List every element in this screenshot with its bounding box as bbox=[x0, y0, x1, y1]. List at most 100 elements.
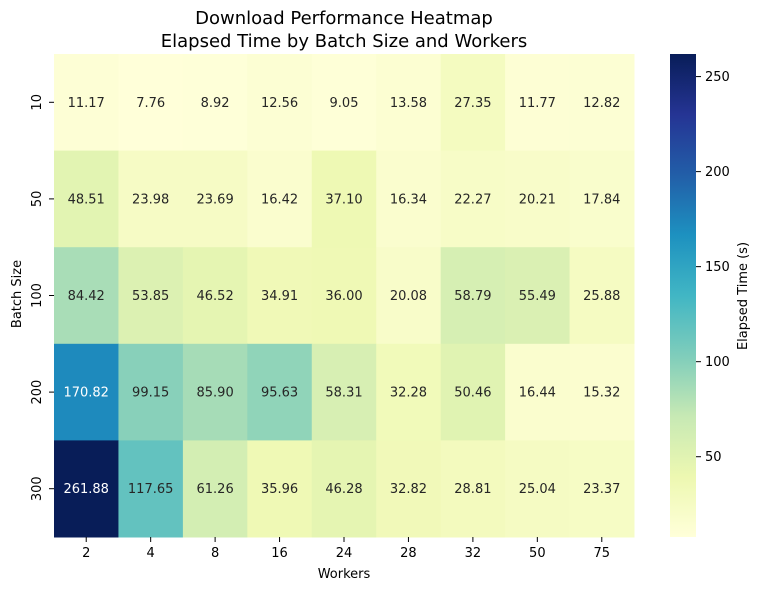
heatmap-cell bbox=[118, 343, 184, 441]
y-tick-label: 50 bbox=[30, 191, 45, 208]
heatmap-cell bbox=[376, 343, 442, 441]
cell-value-label: 53.85 bbox=[132, 289, 169, 304]
cell-value-label: 25.04 bbox=[519, 482, 556, 497]
heatmap-cell bbox=[247, 440, 313, 538]
colorbar-tick-label: 250 bbox=[705, 70, 730, 85]
heatmap-cell bbox=[569, 343, 635, 441]
heatmap-cell bbox=[440, 54, 506, 152]
cell-value-label: 37.10 bbox=[325, 192, 362, 207]
cell-value-label: 95.63 bbox=[261, 386, 298, 401]
cell-value-label: 50.46 bbox=[454, 386, 491, 401]
cell-value-label: 11.17 bbox=[68, 96, 105, 111]
heatmap-cell bbox=[182, 54, 248, 152]
cell-value-label: 16.34 bbox=[390, 192, 427, 207]
cell-value-label: 170.82 bbox=[63, 386, 109, 401]
x-tick-label: 28 bbox=[400, 546, 417, 561]
heatmap-cell bbox=[247, 343, 313, 441]
cell-value-label: 117.65 bbox=[128, 482, 174, 497]
heatmap-cell bbox=[505, 440, 571, 538]
cell-value-label: 20.21 bbox=[519, 192, 556, 207]
colorbar-label: Elapsed Time (s) bbox=[736, 242, 751, 350]
x-tick-label: 32 bbox=[465, 546, 482, 561]
cell-value-label: 32.82 bbox=[390, 482, 427, 497]
cell-value-label: 11.77 bbox=[519, 96, 556, 111]
heatmap-cell bbox=[311, 343, 377, 441]
heatmap-cell bbox=[376, 150, 442, 248]
heatmap-cell bbox=[54, 247, 119, 345]
y-axis-label: Batch Size bbox=[10, 260, 25, 328]
cell-value-label: 34.91 bbox=[261, 289, 298, 304]
heatmap-cell bbox=[54, 343, 119, 441]
heatmap-cell bbox=[569, 150, 635, 248]
cell-value-label: 61.26 bbox=[197, 482, 234, 497]
heatmap-cell bbox=[182, 150, 248, 248]
cell-value-label: 8.92 bbox=[201, 96, 230, 111]
heatmap-cells: 11.17 7.76 8.92 12.56 9.05 13.58 27.35 11.77 12.… bbox=[54, 54, 635, 538]
heatmap-cell bbox=[247, 54, 313, 152]
y-tick-label: 300 bbox=[30, 476, 45, 501]
x-tick-label: 16 bbox=[271, 546, 288, 561]
cell-value-label: 15.32 bbox=[583, 386, 620, 401]
cell-value-label: 16.44 bbox=[519, 386, 556, 401]
heatmap-cell bbox=[118, 440, 184, 538]
heatmap-cell bbox=[569, 440, 635, 538]
cell-value-label: 35.96 bbox=[261, 482, 298, 497]
heatmap-cell bbox=[182, 440, 248, 538]
cell-value-label: 85.90 bbox=[197, 386, 234, 401]
x-axis-ticks: 2 4 8 16 24 28 32 50 75 bbox=[82, 537, 610, 561]
colorbar-tick-label: 50 bbox=[705, 450, 722, 465]
heatmap-cell bbox=[311, 54, 377, 152]
colorbar-tick-label: 100 bbox=[705, 355, 730, 370]
heatmap-cell bbox=[182, 343, 248, 441]
chart-title-line1: Download Performance Heatmap bbox=[195, 8, 493, 29]
cell-value-label: 32.28 bbox=[390, 386, 427, 401]
cell-value-label: 84.42 bbox=[68, 289, 105, 304]
cell-value-label: 27.35 bbox=[454, 96, 491, 111]
heatmap-cell bbox=[440, 247, 506, 345]
y-tick-label: 100 bbox=[30, 283, 45, 308]
colorbar-ticks: 50 100 150 200 250 bbox=[696, 70, 730, 465]
heatmap-cell bbox=[440, 343, 506, 441]
x-tick-label: 75 bbox=[594, 546, 611, 561]
heatmap-cell bbox=[54, 150, 119, 248]
colorbar bbox=[670, 54, 696, 537]
cell-value-label: 48.51 bbox=[68, 192, 105, 207]
heatmap-cell bbox=[311, 440, 377, 538]
cell-value-label: 46.28 bbox=[325, 482, 362, 497]
cell-value-label: 23.37 bbox=[583, 482, 620, 497]
heatmap-cell bbox=[440, 440, 506, 538]
heatmap-cell bbox=[376, 440, 442, 538]
heatmap-cell bbox=[569, 54, 635, 152]
heatmap-cell bbox=[311, 150, 377, 248]
heatmap-cell bbox=[311, 247, 377, 345]
y-axis-ticks: 10 50 100 200 300 bbox=[30, 94, 54, 501]
cell-value-label: 261.88 bbox=[63, 482, 109, 497]
heatmap-cell bbox=[376, 54, 442, 152]
colorbar-tick-label: 200 bbox=[705, 165, 730, 180]
heatmap-cell bbox=[569, 247, 635, 345]
cell-value-label: 16.42 bbox=[261, 192, 298, 207]
cell-value-label: 23.98 bbox=[132, 192, 169, 207]
heatmap-cell bbox=[505, 247, 571, 345]
heatmap-cell bbox=[505, 150, 571, 248]
y-tick-label: 10 bbox=[30, 94, 45, 111]
cell-value-label: 9.05 bbox=[330, 96, 359, 111]
x-tick-label: 4 bbox=[147, 546, 155, 561]
cell-value-label: 12.82 bbox=[583, 96, 620, 111]
heatmap-cell bbox=[376, 247, 442, 345]
heatmap-cell bbox=[505, 343, 571, 441]
heatmap-cell bbox=[54, 440, 119, 538]
cell-value-label: 17.84 bbox=[583, 192, 620, 207]
heatmap-cell bbox=[118, 54, 184, 152]
heatmap-cell bbox=[247, 150, 313, 248]
cell-value-label: 23.69 bbox=[197, 192, 234, 207]
x-tick-label: 2 bbox=[82, 546, 90, 561]
heatmap-cell bbox=[247, 247, 313, 345]
y-tick-label: 200 bbox=[30, 380, 45, 405]
cell-value-label: 20.08 bbox=[390, 289, 427, 304]
heatmap-cell bbox=[54, 54, 119, 152]
cell-value-label: 99.15 bbox=[132, 386, 169, 401]
cell-value-label: 25.88 bbox=[583, 289, 620, 304]
cell-value-label: 7.76 bbox=[136, 96, 165, 111]
